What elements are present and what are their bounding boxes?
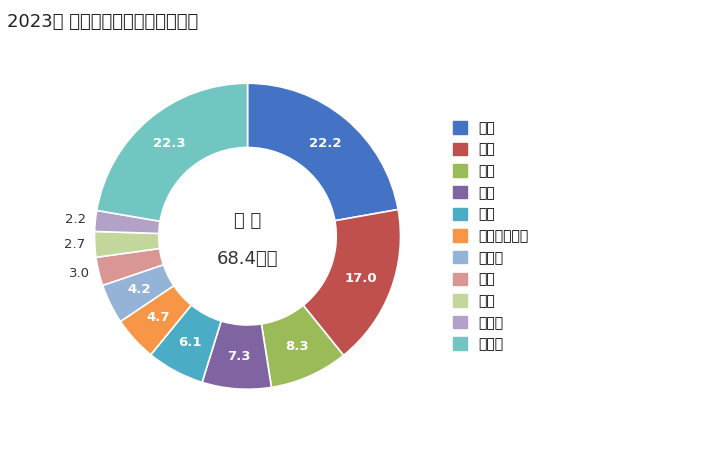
Text: 8.3: 8.3 bbox=[285, 340, 309, 353]
Text: 17.0: 17.0 bbox=[344, 272, 377, 285]
Wedge shape bbox=[95, 231, 159, 257]
Text: 4.7: 4.7 bbox=[146, 311, 170, 324]
Wedge shape bbox=[97, 83, 248, 221]
Text: 22.3: 22.3 bbox=[154, 137, 186, 150]
Wedge shape bbox=[96, 248, 164, 285]
Wedge shape bbox=[261, 306, 344, 387]
Text: 総 額: 総 額 bbox=[234, 212, 261, 230]
Wedge shape bbox=[95, 211, 160, 234]
Text: 2.2: 2.2 bbox=[65, 213, 86, 226]
Wedge shape bbox=[248, 83, 398, 220]
Wedge shape bbox=[202, 321, 272, 389]
Wedge shape bbox=[103, 265, 174, 321]
Wedge shape bbox=[120, 286, 191, 355]
Text: 22.2: 22.2 bbox=[309, 137, 341, 150]
Text: 2.7: 2.7 bbox=[65, 238, 86, 252]
Text: 3.0: 3.0 bbox=[68, 267, 90, 280]
Wedge shape bbox=[304, 209, 400, 356]
Text: 2023年 輸出相手国のシェア（％）: 2023年 輸出相手国のシェア（％） bbox=[7, 14, 199, 32]
Text: 68.4億円: 68.4億円 bbox=[217, 250, 278, 268]
Legend: 米国, 香港, 台湾, 中国, 韓国, シンガポール, ドイツ, 豪州, タイ, カナダ, その他: 米国, 香港, 台湾, 中国, 韓国, シンガポール, ドイツ, 豪州, タイ,… bbox=[454, 121, 529, 351]
Text: 6.1: 6.1 bbox=[178, 336, 202, 349]
Wedge shape bbox=[151, 305, 221, 382]
Text: 4.2: 4.2 bbox=[127, 283, 151, 296]
Text: 7.3: 7.3 bbox=[227, 350, 250, 363]
